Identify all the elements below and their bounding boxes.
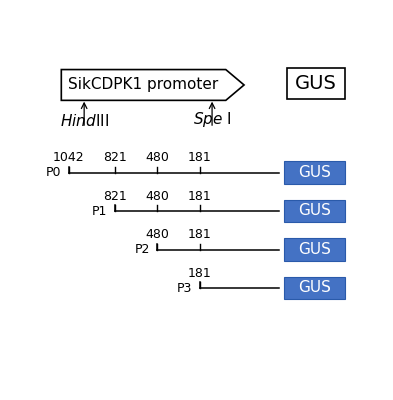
Text: SikCDPK1 promoter: SikCDPK1 promoter [68, 78, 219, 92]
Text: GUS: GUS [298, 242, 331, 257]
FancyBboxPatch shape [284, 238, 345, 260]
FancyBboxPatch shape [284, 277, 345, 299]
Text: 181: 181 [188, 190, 212, 203]
Text: GUS: GUS [298, 204, 331, 218]
FancyBboxPatch shape [284, 200, 345, 222]
Text: 1042: 1042 [53, 151, 85, 164]
Text: P2: P2 [134, 243, 150, 256]
Text: P3: P3 [177, 282, 193, 295]
Text: 181: 181 [188, 151, 212, 164]
Text: 480: 480 [145, 228, 169, 241]
Text: 821: 821 [103, 190, 127, 203]
FancyBboxPatch shape [287, 68, 345, 99]
Text: GUS: GUS [298, 280, 331, 296]
FancyBboxPatch shape [284, 161, 345, 184]
Text: $\mathit{Spe}$ I: $\mathit{Spe}$ I [193, 110, 231, 129]
Text: GUS: GUS [298, 165, 331, 180]
Text: 181: 181 [188, 228, 212, 241]
Text: GUS: GUS [295, 74, 336, 93]
Text: 480: 480 [145, 151, 169, 164]
Text: P1: P1 [92, 205, 107, 218]
Text: 480: 480 [145, 190, 169, 203]
Text: P0: P0 [46, 166, 62, 179]
Text: 181: 181 [188, 267, 212, 280]
Polygon shape [61, 70, 244, 100]
Text: $\mathit{Hind}$$\mathrm{III}$: $\mathit{Hind}$$\mathrm{III}$ [60, 113, 108, 129]
Text: 821: 821 [103, 151, 127, 164]
